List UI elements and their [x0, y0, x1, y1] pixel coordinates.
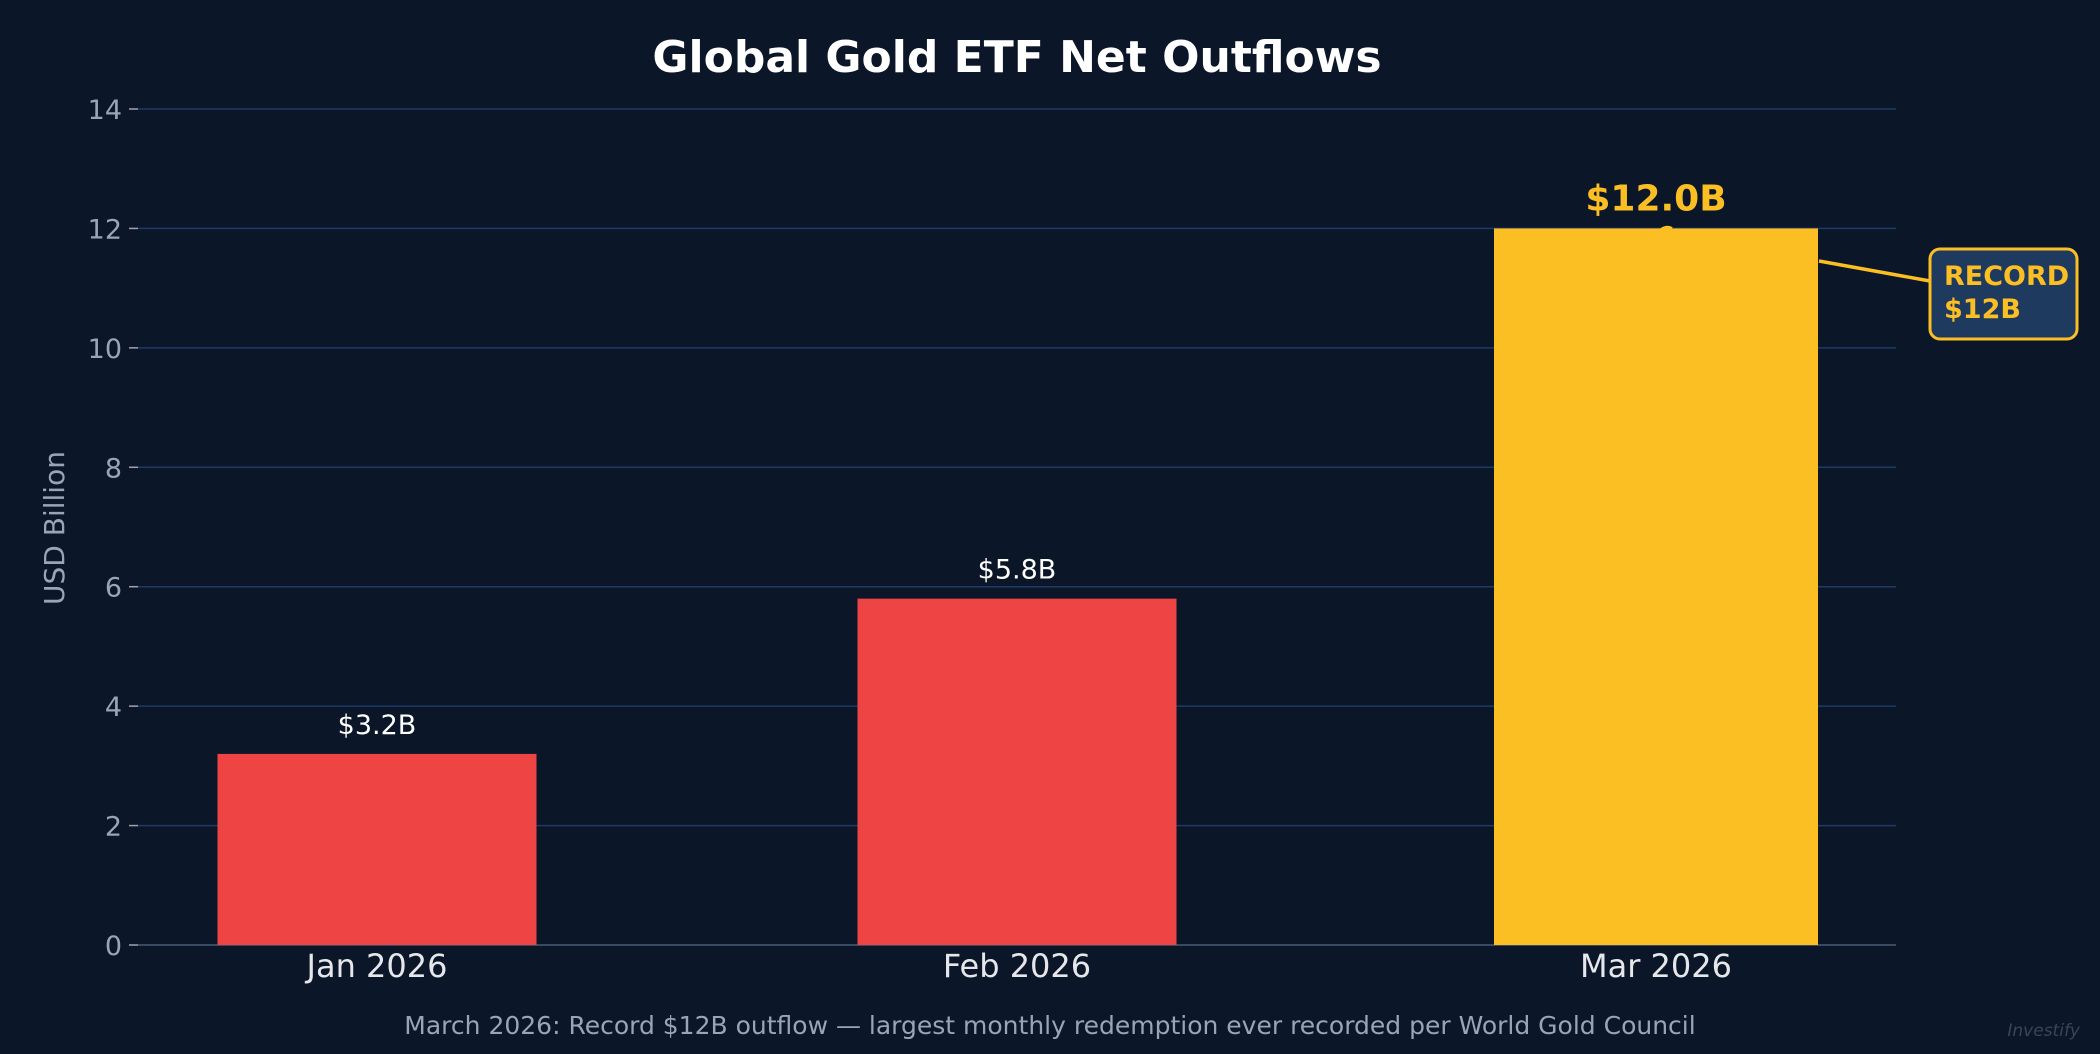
- y-tick-label: 12: [88, 214, 122, 245]
- y-tick-label: 6: [105, 573, 122, 604]
- x-tick-label: Mar 2026: [1580, 947, 1732, 985]
- bar-mar-2026: [1494, 228, 1818, 945]
- callout-arrow-tip: [1659, 225, 1673, 232]
- data-label: $5.8B: [978, 555, 1057, 586]
- data-labels: $3.2B $5.8B $12.0B: [338, 178, 1727, 740]
- y-tick-label: 10: [88, 334, 122, 365]
- watermark: Investify: [2007, 1021, 2081, 1041]
- x-tick-label: Jan 2026: [305, 947, 448, 985]
- callout-leader-line: [1818, 259, 1931, 283]
- y-tick-label: 0: [105, 931, 122, 962]
- callout-text: RECORD: [1944, 261, 2069, 292]
- y-axis: 0 2 4 6 8 10 12 14: [88, 95, 1896, 962]
- x-tick-label: Feb 2026: [943, 947, 1091, 985]
- data-label: $12.0B: [1585, 178, 1726, 219]
- y-axis-label: USD Billion: [38, 451, 71, 605]
- record-callout: RECORD$12B: [1659, 225, 2079, 341]
- bars: [217, 228, 1818, 945]
- x-axis: Jan 2026 Feb 2026 Mar 2026: [305, 947, 1732, 985]
- y-tick-label: 4: [105, 692, 122, 723]
- bar-jan-2026: [217, 753, 537, 945]
- callout-box: [1928, 247, 2079, 341]
- chart-caption: March 2026: Record $12B outflow — larges…: [404, 1011, 1695, 1040]
- bar-feb-2026: [857, 598, 1177, 945]
- callout-text: $12B: [1944, 294, 2021, 325]
- y-tick-label: 2: [105, 812, 122, 843]
- y-tick-label: 14: [88, 95, 122, 126]
- chart-title: Global Gold ETF Net Outflows: [652, 32, 1381, 83]
- y-tick-label: 8: [105, 453, 122, 484]
- data-label: $3.2B: [338, 710, 417, 741]
